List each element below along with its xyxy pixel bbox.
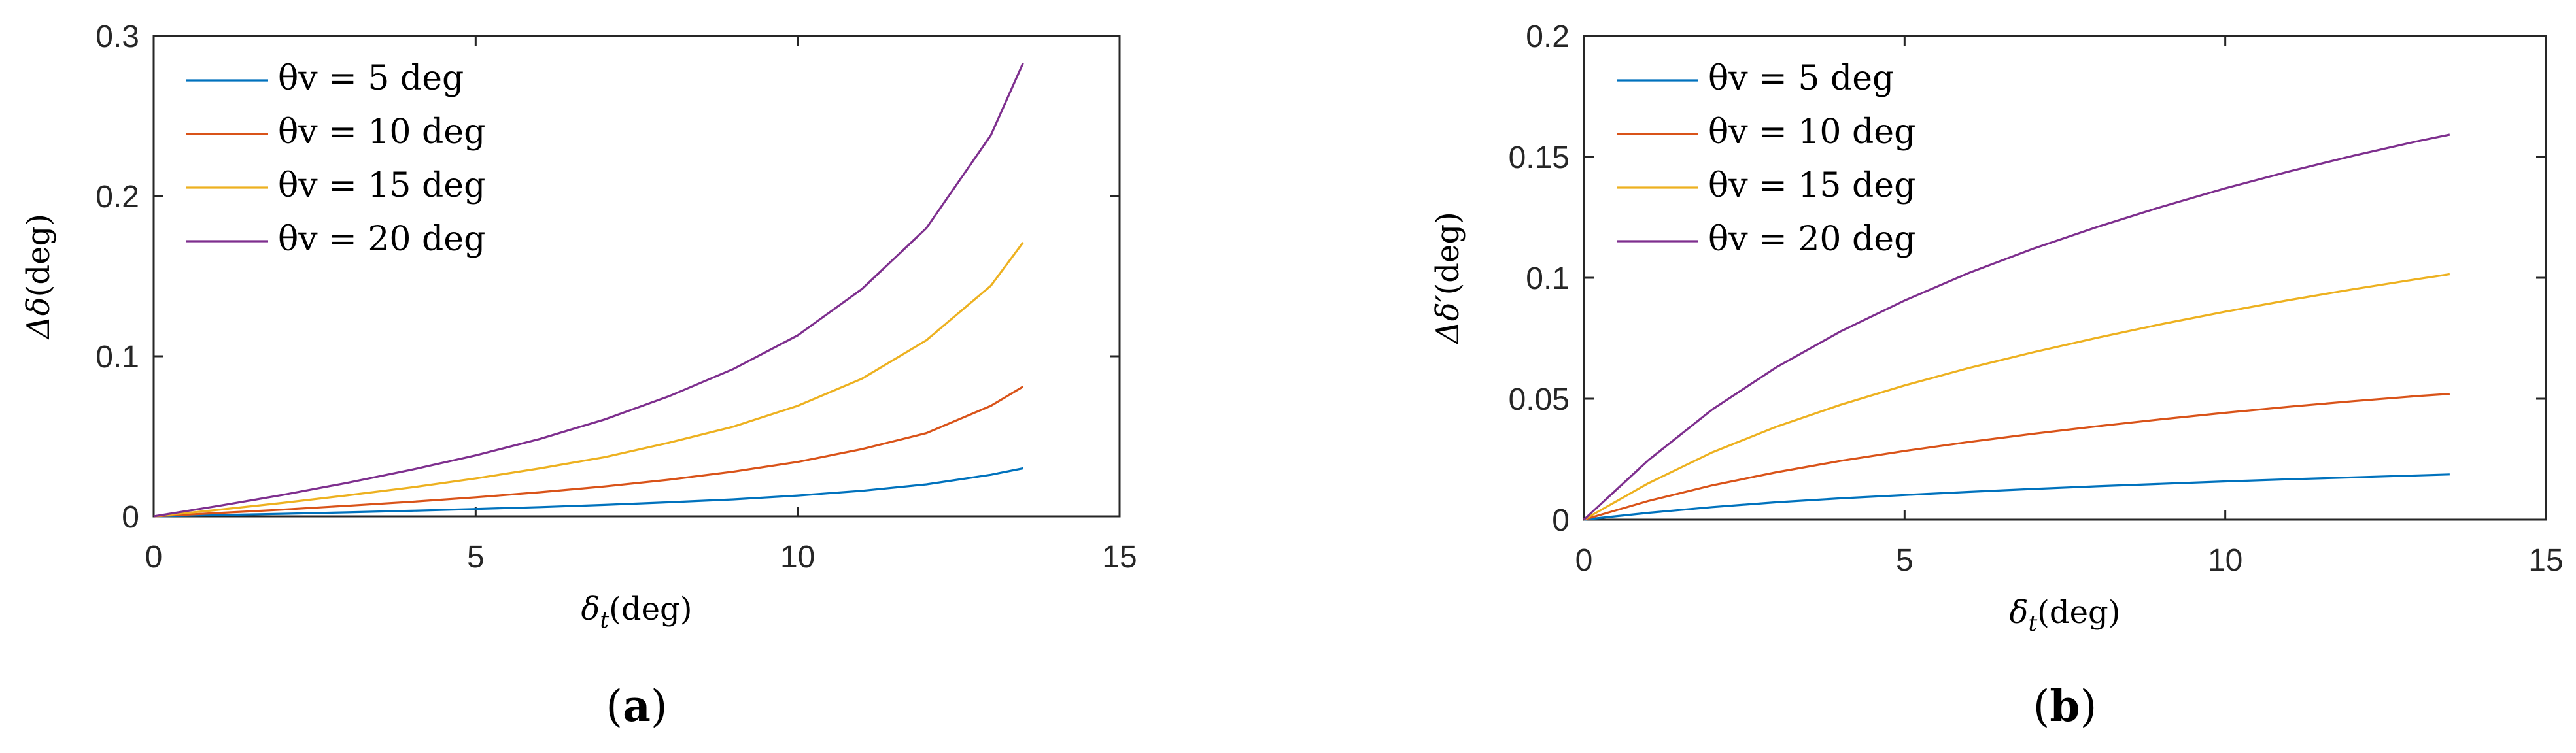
x-axis-symbol: δ	[2010, 594, 2029, 631]
x-axis-subscript: t	[600, 607, 609, 633]
panel-label: (b)	[2033, 680, 2097, 731]
x-tick-label: 10	[2208, 543, 2242, 578]
x-tick-label: 0	[1575, 543, 1593, 578]
chart-panel-b: 0 5 10 15 0 0.05 0.1 0.15 0.2 θv = 5 deg θv = 10 d…	[1430, 20, 2564, 731]
y-axis-unit: (deg)	[20, 214, 57, 297]
x-axis-label: δt(deg)	[581, 591, 693, 633]
y-tick-label: 0.2	[95, 180, 139, 214]
y-tick-label: 0.15	[1509, 141, 1570, 175]
x-axis-subscript: t	[2028, 611, 2037, 637]
series-line-1	[1583, 473, 2450, 521]
x-tick-label: 5	[1896, 543, 1914, 578]
x-tick-label: 5	[467, 540, 485, 575]
y-tick-label: 0.2	[1526, 20, 1570, 54]
panel-label-close: )	[2080, 681, 2097, 731]
y-axis-label: Δδ(deg)	[20, 214, 57, 340]
y-tick-label: 0	[122, 500, 139, 535]
legend-entry-4: θv = 20 deg	[1708, 220, 1915, 259]
legend-entry-3: θv = 15 deg	[278, 166, 485, 205]
y-tick-label: 0.3	[95, 20, 139, 54]
y-axis-symbol: Δδ′	[1430, 295, 1466, 345]
x-axis-label: δt(deg)	[2010, 594, 2121, 637]
legend-entry-4: θv = 20 deg	[278, 220, 485, 259]
y-tick-label: 0.1	[1526, 261, 1570, 296]
legend-entry-2: θv = 10 deg	[278, 112, 485, 152]
y-tick-label: 0.05	[1509, 382, 1570, 417]
panel-label-letter: b	[2050, 680, 2080, 731]
legend: θv = 5 deg θv = 10 deg θv = 15 deg θv = 20 …	[1617, 59, 1915, 259]
x-tick-label: 15	[1102, 540, 1137, 575]
x-tick-label: 15	[2528, 543, 2563, 578]
legend-entry-2: θv = 10 deg	[1708, 112, 1915, 152]
x-axis-unit: (deg)	[609, 591, 692, 628]
plot-frame	[152, 35, 1121, 518]
series-line-1	[153, 467, 1023, 518]
series-line-4	[153, 63, 1024, 518]
series-line-4	[1583, 133, 2450, 521]
panel-label-open: (	[2033, 681, 2050, 731]
panel-label-letter: a	[623, 680, 651, 731]
panel-label: (a)	[606, 680, 667, 731]
series-line-2	[153, 386, 1024, 518]
x-tick-label: 0	[145, 540, 163, 575]
y-axis-symbol: Δδ	[20, 297, 57, 340]
y-tick-label: 0	[1552, 503, 1570, 538]
legend-entry-3: θv = 15 deg	[1708, 166, 1915, 205]
y-axis-unit: (deg)	[1430, 212, 1466, 295]
x-axis-unit: (deg)	[2037, 594, 2120, 631]
series-line-2	[1583, 393, 2450, 521]
series-line-3	[1583, 273, 2450, 521]
x-tick-label: 10	[780, 540, 815, 575]
y-tick-label: 0.1	[95, 340, 139, 375]
y-axis-label: Δδ′(deg)	[1430, 212, 1466, 345]
x-axis-symbol: δ	[581, 591, 600, 628]
legend-entry-1: θv = 5 deg	[1708, 59, 1894, 98]
series-line-3	[153, 242, 1024, 518]
legend-entry-1: θv = 5 deg	[278, 59, 464, 98]
legend: θv = 5 deg θv = 10 deg θv = 15 deg θv = 20 …	[186, 59, 485, 259]
panel-label-close: )	[651, 681, 668, 731]
panel-label-open: (	[606, 681, 623, 731]
